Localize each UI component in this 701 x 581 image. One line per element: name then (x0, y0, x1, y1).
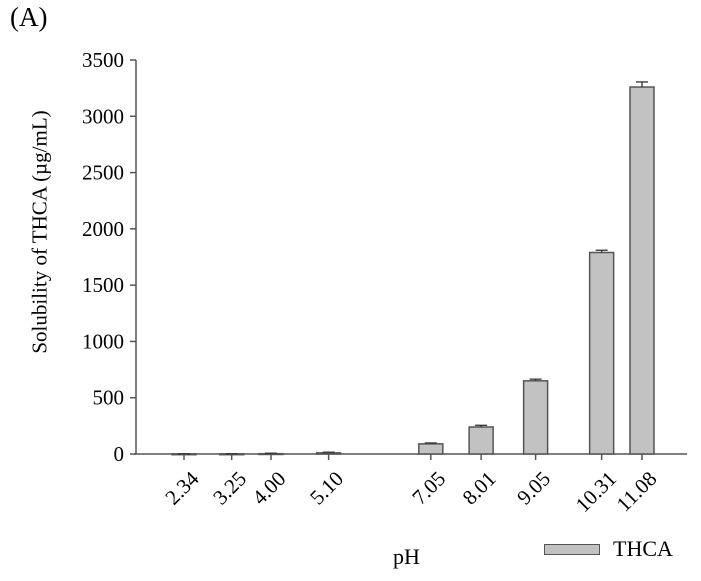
y-tick-label: 3500 (82, 48, 124, 72)
y-tick-label: 3000 (82, 104, 124, 128)
y-tick-label: 500 (93, 386, 125, 410)
x-tick-label: 10.31 (571, 466, 621, 516)
bar (522, 380, 549, 455)
x-tick-label: 2.34 (160, 466, 203, 509)
legend: THCA (544, 536, 673, 562)
x-tick-label: 9.05 (512, 466, 555, 509)
x-tick-label: 8.01 (458, 466, 501, 509)
bar (629, 86, 655, 455)
bar (468, 426, 494, 455)
bar (315, 452, 342, 455)
x-axis-label: pH (393, 544, 420, 569)
x-tick-label: 7.05 (407, 466, 450, 509)
y-tick-label: 0 (114, 442, 125, 466)
x-tick-label: 11.08 (612, 466, 662, 516)
y-axis-label: Solubility of THCA (µg/mL) (27, 110, 52, 354)
y-tick-label: 2500 (82, 161, 124, 185)
bar (588, 251, 615, 455)
x-tick-label: 4.00 (247, 466, 290, 509)
legend-swatch (544, 543, 600, 555)
bar (418, 443, 444, 455)
y-tick-label: 1000 (82, 329, 124, 353)
legend-label: THCA (613, 536, 673, 561)
y-tick-label: 1500 (82, 273, 124, 297)
panel-label: (A) (10, 2, 48, 32)
x-tick-label: 3.25 (208, 466, 251, 509)
y-tick-label: 2000 (82, 217, 124, 241)
x-tick-label: 5.10 (305, 466, 348, 509)
